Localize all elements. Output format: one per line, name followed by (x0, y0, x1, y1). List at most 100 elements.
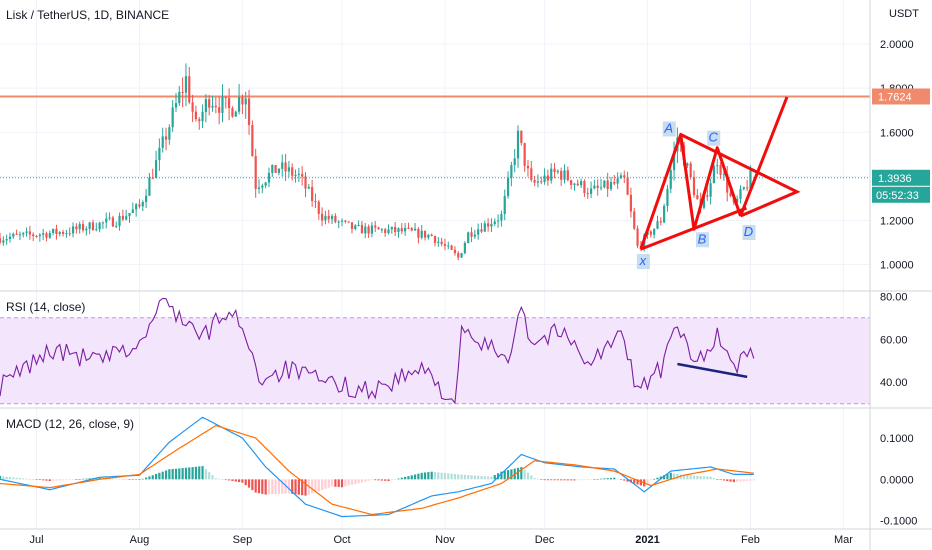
candle-body (669, 170, 672, 189)
macd-histogram-bar (128, 479, 131, 480)
candle-body (191, 102, 194, 112)
macd-histogram-bar (241, 479, 244, 483)
candle-body (619, 175, 623, 179)
macd-histogram-bar (8, 477, 12, 480)
candle-body (696, 195, 699, 200)
macd-histogram-bar (716, 479, 719, 480)
candle-body (573, 183, 576, 185)
macd-histogram-bar (589, 479, 593, 480)
pattern-point-b: B (698, 231, 707, 246)
candle-body (689, 163, 692, 178)
macd-histogram-bar (749, 479, 752, 481)
candle-body (294, 174, 297, 176)
macd-histogram-bar (354, 479, 357, 484)
macd-histogram-bar (536, 478, 540, 480)
macd-histogram-bar (603, 478, 606, 480)
macd-histogram-bar (736, 479, 739, 482)
macd-histogram-bar (666, 473, 669, 480)
macd-histogram-bar (320, 479, 324, 490)
macd-histogram-bar (447, 473, 450, 480)
candle-body (649, 231, 652, 235)
macd-histogram-bar (400, 477, 403, 480)
macd-histogram-bar (550, 479, 553, 481)
macd-histogram-bar (161, 471, 164, 480)
candle-body (340, 220, 344, 222)
candle-body (224, 96, 227, 99)
macd-histogram-bar (28, 479, 31, 480)
macd-histogram-bar (314, 479, 317, 493)
candle-body (413, 228, 417, 231)
candle-body (659, 221, 662, 223)
macd-histogram-bar (224, 479, 227, 480)
price-tick-label: 2.0000 (880, 39, 914, 51)
candle-body (68, 233, 71, 235)
pattern-point-badge (742, 225, 756, 241)
macd-histogram-bar (291, 479, 294, 494)
candle-body (188, 76, 191, 103)
candle-body (135, 204, 138, 210)
pattern-point-d: D (744, 224, 753, 239)
candle-body (211, 105, 214, 108)
candle-body (719, 165, 722, 175)
candle-body (208, 99, 211, 108)
candle-body (234, 111, 237, 117)
candle-body (350, 222, 354, 229)
macd-histogram-bar (311, 479, 314, 494)
macd-histogram-bar (719, 479, 722, 480)
macd-tick-label: -0.1000 (880, 516, 917, 528)
candle-body (450, 245, 453, 250)
macd-histogram-bar (0, 476, 2, 480)
macd-histogram-bar (171, 468, 174, 480)
macd-histogram-bar (722, 479, 725, 481)
candle-body (0, 238, 2, 243)
macd-histogram-bar (121, 479, 124, 480)
macd-histogram-bar (370, 479, 374, 480)
macd-histogram-bar (596, 478, 599, 480)
candle-body (513, 158, 516, 166)
macd-histogram-bar (663, 475, 666, 480)
macd-histogram-bar (22, 478, 25, 480)
macd-histogram-bar (556, 479, 559, 481)
macd-histogram-bar (473, 475, 476, 480)
candle-body (603, 180, 606, 188)
macd-histogram-bar (742, 479, 745, 482)
countdown-label: 05:52:33 (876, 190, 919, 202)
candle-body (556, 170, 559, 173)
macd-histogram-bar (181, 468, 184, 480)
candle-body (487, 223, 490, 227)
macd-histogram-bar (540, 479, 543, 480)
candle-body (563, 170, 566, 180)
candle-body (81, 224, 85, 231)
candle-body (45, 233, 48, 238)
candle-body (221, 96, 224, 113)
candle-body (52, 228, 55, 234)
candle-body (663, 205, 666, 223)
candle-body (71, 226, 75, 234)
macd-histogram-bar (204, 469, 207, 480)
macd-histogram-bar (593, 479, 596, 480)
candle-body (15, 233, 18, 235)
candle-body (75, 226, 78, 230)
candle-body (374, 225, 377, 228)
macd-histogram-bar (25, 478, 28, 480)
macd-histogram-bar (151, 475, 154, 480)
macd-histogram-bar (450, 473, 453, 480)
macd-histogram-bar (61, 479, 65, 481)
macd-histogram-bar (154, 474, 158, 480)
candle-body (430, 234, 433, 237)
macd-histogram-bar (324, 479, 327, 489)
candle-body (194, 111, 198, 120)
candle-body (599, 187, 603, 189)
price-tick-label: 1.0000 (880, 260, 914, 272)
macd-histogram-bar (65, 479, 68, 480)
macd-histogram-bar (211, 475, 214, 480)
macd-histogram-bar (394, 479, 397, 480)
triangle-base-line (640, 206, 748, 251)
macd-histogram-bar (264, 479, 267, 495)
candle-body (560, 170, 563, 180)
candle-body (506, 177, 510, 197)
candle-body (712, 166, 716, 184)
macd-histogram-bar (423, 472, 427, 480)
candle-body (420, 230, 423, 238)
